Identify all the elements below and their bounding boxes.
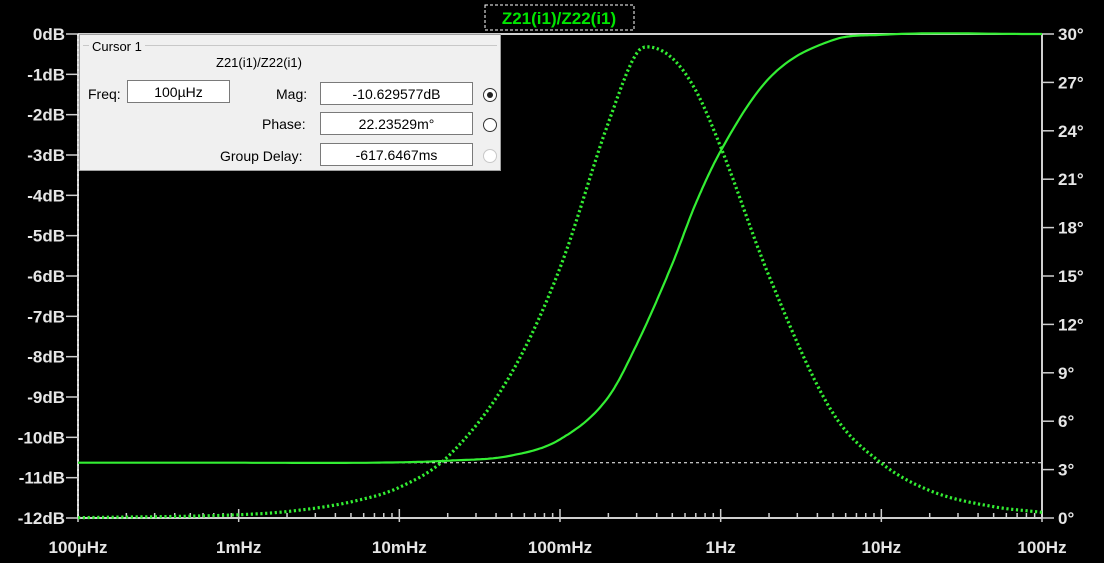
freq-label: Freq: <box>88 86 121 102</box>
left-tick-label: -3dB <box>27 146 65 165</box>
x-tick-label: 100µHz <box>49 538 108 557</box>
mag-field[interactable]: -10.629577dB <box>320 82 473 105</box>
phase-label: Phase: <box>262 116 306 132</box>
left-tick-label: -10dB <box>18 428 65 447</box>
phase-radio[interactable] <box>483 118 497 132</box>
group-delay-radio[interactable] <box>483 149 497 163</box>
cursor-title: Cursor 1 <box>89 39 145 54</box>
right-tick-label: 15° <box>1058 267 1084 286</box>
left-tick-label: -7dB <box>27 307 65 326</box>
x-tick-label: 100mHz <box>528 538 592 557</box>
magnitude-trace <box>78 32 1042 464</box>
right-tick-label: 18° <box>1058 219 1084 238</box>
cursor-group-frame <box>83 45 497 167</box>
trace-title-group[interactable]: Z21(i1)/Z22(i1) <box>484 4 635 31</box>
right-tick-label: 30° <box>1058 25 1084 44</box>
left-tick-label: -6dB <box>27 267 65 286</box>
freq-field[interactable]: 100µHz <box>127 80 230 103</box>
right-tick-label: 0° <box>1058 509 1074 528</box>
left-tick-label: -2dB <box>27 106 65 125</box>
phase-field[interactable]: 22.23529m° <box>320 112 473 135</box>
x-tick-label: 100Hz <box>1017 538 1066 557</box>
left-tick-label: -12dB <box>18 509 65 528</box>
mag-radio[interactable] <box>483 88 497 102</box>
right-tick-label: 9° <box>1058 364 1074 383</box>
trace-title-box[interactable] <box>484 4 635 31</box>
left-tick-label: -4dB <box>27 186 65 205</box>
group-delay-field[interactable]: -617.6467ms <box>320 143 473 166</box>
left-tick-label: -9dB <box>27 388 65 407</box>
left-tick-label: -5dB <box>27 227 65 246</box>
left-tick-label: -1dB <box>27 65 65 84</box>
left-tick-label: -11dB <box>19 469 65 488</box>
trace-title[interactable]: Z21(i1)/Z22(i1) <box>502 9 616 28</box>
x-tick-label: 10mHz <box>372 538 427 557</box>
tick-labels: 100µHz 1mHz 10mHz 100mHz 1Hz 10Hz 100Hz 0dB -1dB… <box>18 25 1084 557</box>
left-tick-label: 0dB <box>33 25 65 44</box>
traces <box>77 32 1043 520</box>
right-tick-label: 12° <box>1058 315 1084 334</box>
cursor-dialog[interactable]: Cursor 1 Z21(i1)/Z22(i1) Freq: 100µHz Ma… <box>79 34 501 171</box>
x-tick-label: 10Hz <box>861 538 901 557</box>
mag-label: Mag: <box>276 86 308 102</box>
x-tick-label: 1Hz <box>706 538 736 557</box>
right-tick-label: 27° <box>1058 73 1084 92</box>
cursor-trace-name: Z21(i1)/Z22(i1) <box>216 55 302 70</box>
right-tick-label: 24° <box>1058 122 1084 141</box>
right-tick-label: 21° <box>1058 170 1084 189</box>
right-tick-label: 3° <box>1058 461 1074 480</box>
group-delay-label: Group Delay: <box>220 148 303 164</box>
x-tick-label: 1mHz <box>216 538 261 557</box>
left-tick-label: -8dB <box>27 348 65 367</box>
right-tick-label: 6° <box>1058 412 1074 431</box>
